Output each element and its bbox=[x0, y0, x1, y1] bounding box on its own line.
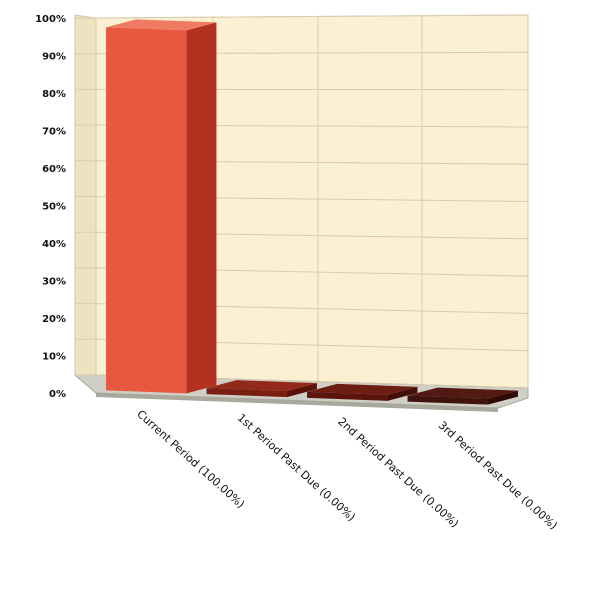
y-tick-label: 70% bbox=[42, 127, 66, 138]
y-axis-ticks: 0% 10% 20% 30% 40% 50% 60% 70% 80% 90% 100% bbox=[35, 14, 66, 400]
bar-side bbox=[186, 22, 216, 393]
y-tick-label: 0% bbox=[49, 389, 66, 400]
y-tick-label: 40% bbox=[42, 239, 66, 250]
y-tick-label: 10% bbox=[42, 352, 66, 363]
y-tick-label: 50% bbox=[42, 202, 66, 213]
x-axis-ticks: Current Period (100.00%)1st Period Past … bbox=[134, 407, 560, 532]
y-tick-label: 60% bbox=[42, 164, 66, 175]
y-tick-label: 100% bbox=[35, 14, 66, 25]
y-tick-label: 80% bbox=[42, 89, 66, 100]
y-tick-label: 20% bbox=[42, 314, 66, 325]
bar bbox=[106, 27, 186, 393]
side-wall bbox=[75, 15, 96, 393]
x-tick-label: Current Period (100.00%) bbox=[134, 407, 247, 510]
y-tick-label: 90% bbox=[42, 52, 66, 63]
y-tick-label: 30% bbox=[42, 277, 66, 288]
